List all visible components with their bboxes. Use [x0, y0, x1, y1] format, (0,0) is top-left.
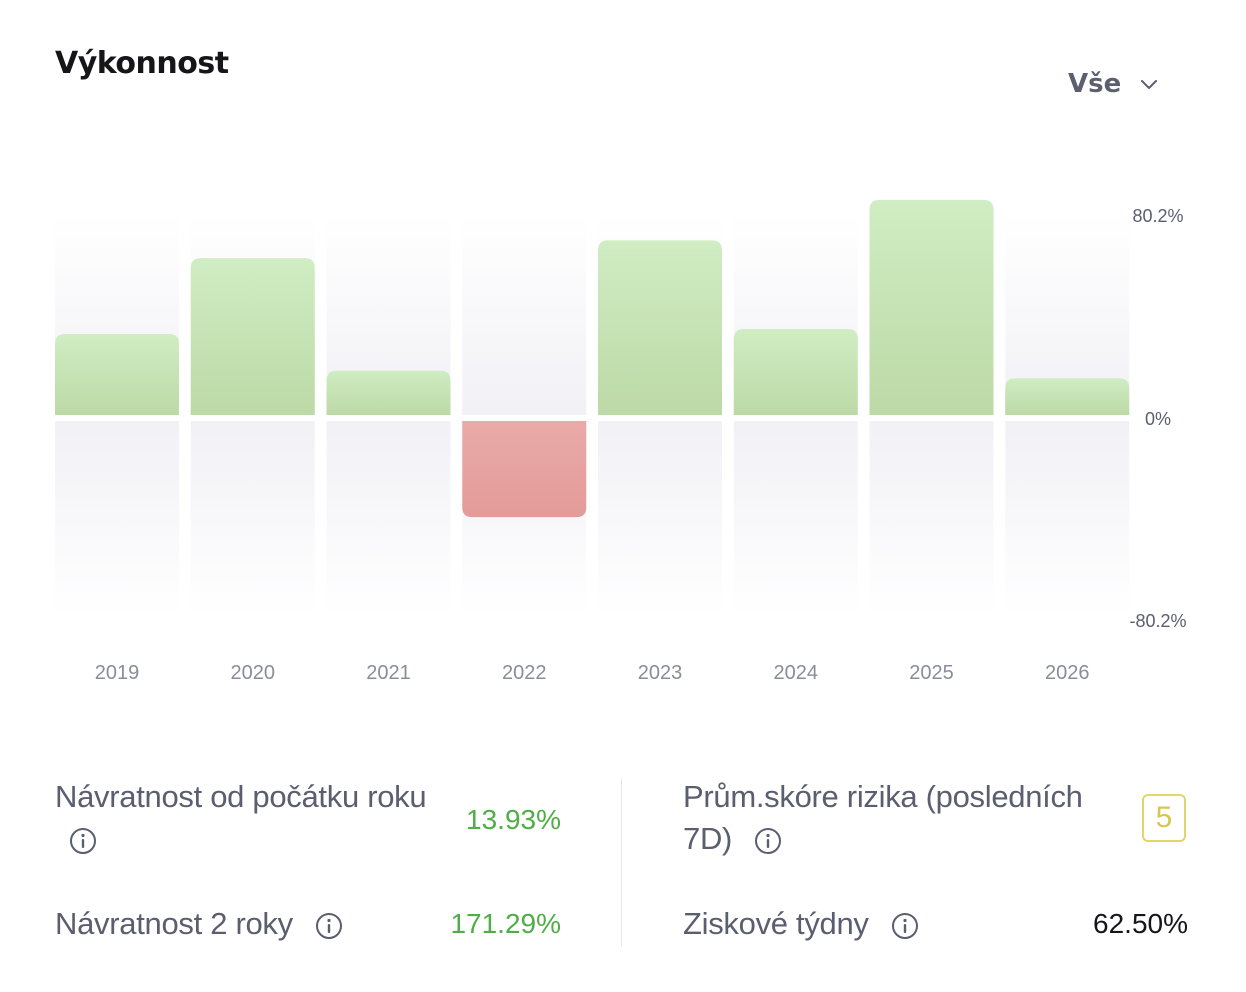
bar-track-lower	[733, 421, 858, 615]
metrics-divider	[621, 778, 622, 946]
info-icon[interactable]	[69, 827, 97, 855]
avg-risk-score-label-line2: 7D)	[683, 821, 733, 856]
avg-risk-score-metric: Prům.skóre rizika (posledních 7D)	[683, 776, 1123, 860]
return-2y-label: Návratnost 2 roky	[55, 906, 293, 941]
bar-2024[interactable]	[733, 328, 858, 415]
bar-2023[interactable]	[598, 240, 722, 415]
chevron-down-icon	[1141, 80, 1158, 89]
bar-2020[interactable]	[190, 258, 315, 415]
info-icon[interactable]	[315, 912, 343, 940]
bar-track-lower	[598, 421, 722, 615]
period-selected-label: Vše	[1068, 69, 1122, 99]
risk-score-badge: 5	[1142, 794, 1186, 842]
profitable-weeks-metric: Ziskové týdny	[683, 903, 919, 945]
x-tick-label: 2023	[638, 662, 683, 684]
ytd-return-value: 13.93%	[466, 804, 561, 835]
x-tick-label: 2022	[502, 662, 547, 684]
x-tick-label: 2026	[1045, 662, 1090, 684]
bar-track-lower	[869, 421, 994, 615]
x-tick-label: 2020	[231, 662, 276, 684]
bar-track-upper	[462, 215, 587, 415]
bar-track-lower	[326, 421, 451, 615]
return-2y-metric: Návratnost 2 roky	[55, 903, 343, 945]
bar-track-lower	[1005, 421, 1130, 615]
profitable-weeks-label: Ziskové týdny	[683, 906, 869, 941]
bar-2025[interactable]	[869, 199, 994, 415]
info-icon[interactable]	[754, 827, 782, 855]
ytd-return-label: Návratnost od počátku roku	[55, 779, 427, 814]
performance-bar-chart: 2019 2020 2021 2022 2023 2024 2025 2026 80.2% 0% -…	[55, 199, 1187, 684]
bar-2022[interactable]	[462, 421, 587, 518]
page-title: Výkonnost	[55, 46, 229, 81]
info-icon[interactable]	[891, 912, 919, 940]
avg-risk-score-label-line1: Prům.skóre rizika (posledních	[683, 779, 1083, 814]
period-dropdown[interactable]: Vše	[1068, 64, 1159, 104]
y-tick-label: 80.2%	[1132, 206, 1183, 226]
x-tick-label: 2025	[909, 662, 954, 684]
x-tick-label: 2024	[774, 662, 819, 684]
y-tick-label: -80.2%	[1129, 611, 1186, 631]
bar-2026[interactable]	[1005, 378, 1130, 415]
y-tick-label: 0%	[1145, 409, 1171, 429]
bar-track-lower	[190, 421, 315, 615]
profitable-weeks-value: 62.50%	[1093, 908, 1188, 939]
return-2y-value: 171.29%	[450, 908, 561, 939]
x-tick-label: 2021	[366, 662, 411, 684]
bar-2021[interactable]	[326, 370, 451, 415]
ytd-return-metric: Návratnost od počátku roku	[55, 776, 455, 860]
bar-2019[interactable]	[55, 334, 179, 415]
bar-track-lower	[55, 421, 179, 615]
x-tick-label: 2019	[95, 662, 140, 684]
